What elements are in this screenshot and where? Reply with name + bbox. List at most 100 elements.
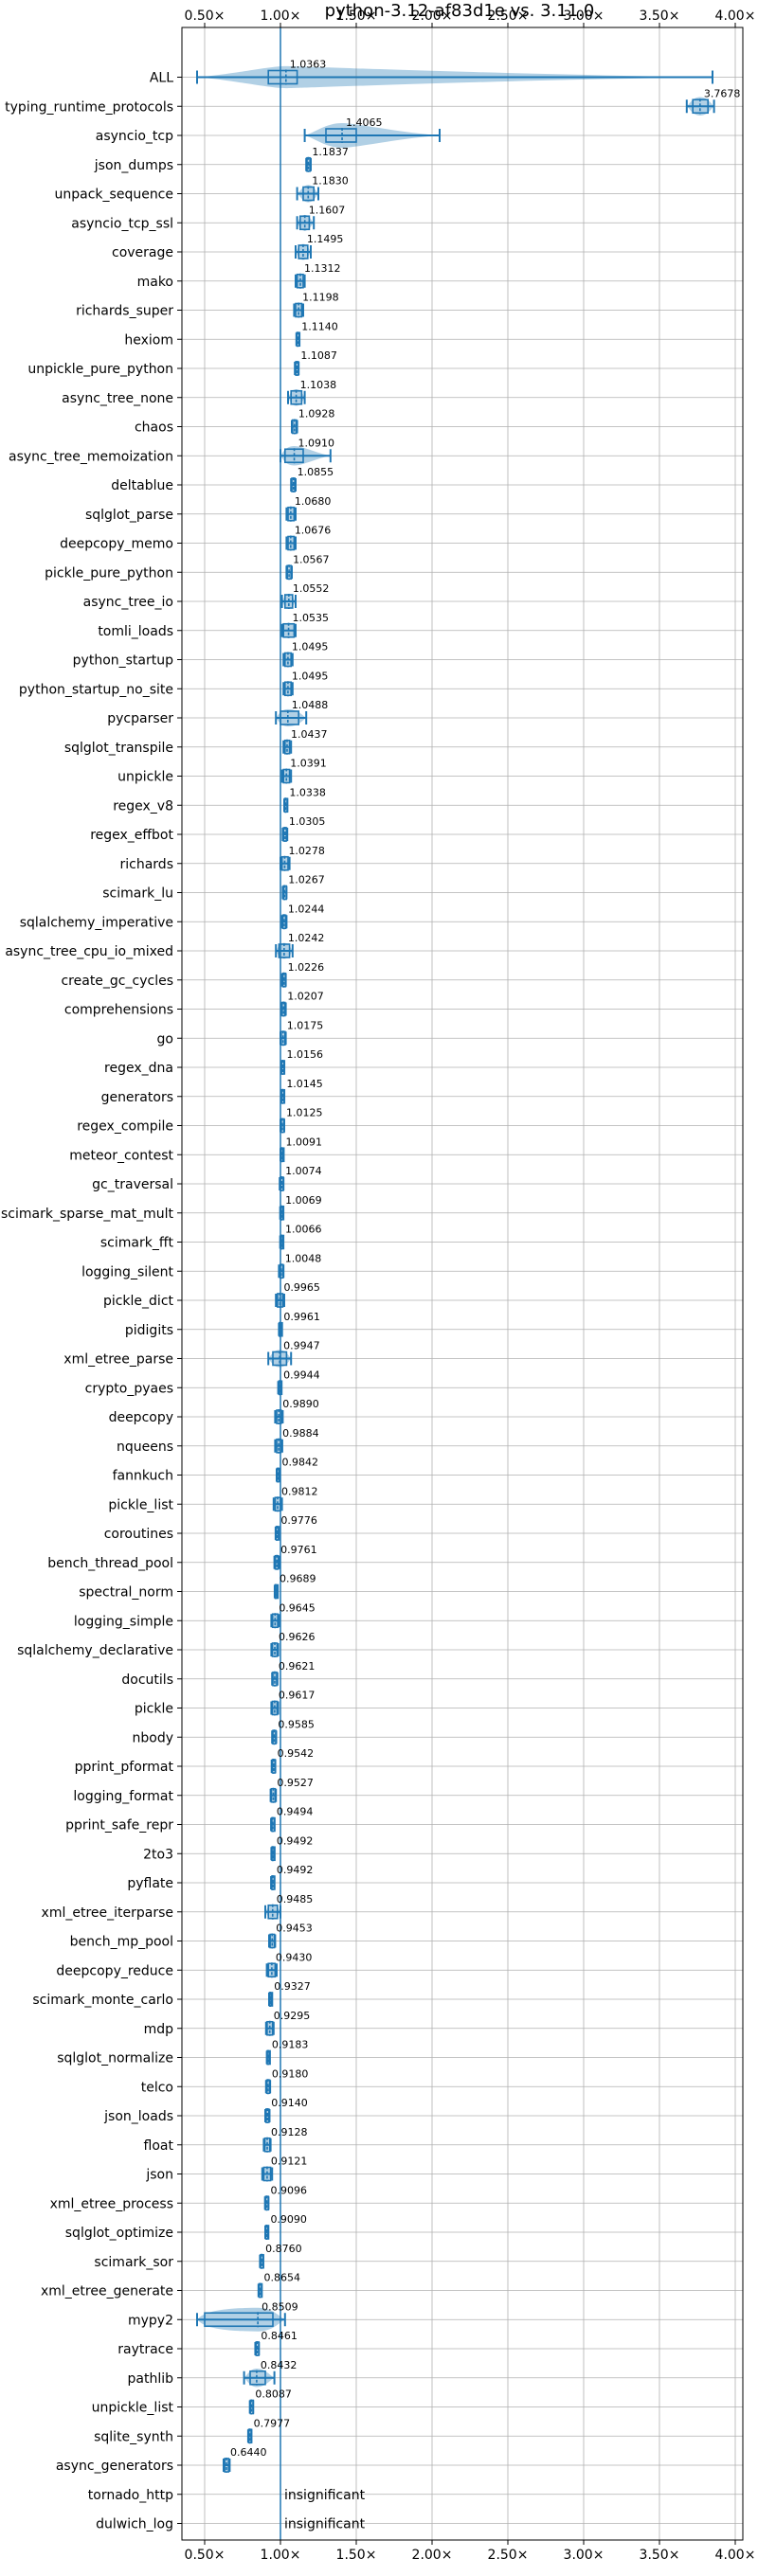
benchmark-label: xml_etree_parse bbox=[63, 1352, 173, 1368]
chart-title: python-3.12-af83d1e vs. 3.11.0 bbox=[325, 1, 595, 21]
value-label: 0.9812 bbox=[281, 1485, 318, 1497]
benchmark-label: async_tree_memoization bbox=[9, 449, 173, 464]
benchmark-label: meteor_contest bbox=[69, 1148, 173, 1163]
x-tick-label-top: 3.00× bbox=[564, 9, 605, 24]
benchmark-label: unpack_sequence bbox=[55, 188, 173, 203]
value-label: 0.9645 bbox=[279, 1601, 316, 1614]
insignificant-label: insignificant bbox=[284, 2517, 366, 2532]
benchmark-label: asyncio_tcp_ssl bbox=[71, 216, 173, 231]
value-label: 1.0244 bbox=[288, 903, 325, 915]
benchmark-label: unpickle_pure_python bbox=[27, 362, 173, 377]
benchmark-label: ALL bbox=[150, 71, 173, 86]
value-label: 1.1830 bbox=[312, 175, 349, 188]
x-tick-label-bottom: 1.50× bbox=[336, 2548, 377, 2563]
value-label: 0.9884 bbox=[282, 1427, 319, 1440]
benchmark-label: json_dumps bbox=[94, 158, 173, 173]
benchmark-label: python_startup_no_site bbox=[19, 682, 173, 697]
benchmark-label: spectral_norm bbox=[79, 1585, 173, 1601]
value-label: 0.9890 bbox=[282, 1398, 319, 1410]
value-label: 1.0437 bbox=[291, 728, 328, 741]
y-axis-labels: ALL typing_runtime_protocols asyncio_tcpjs… bbox=[1, 71, 182, 2532]
benchmark-label: mdp bbox=[144, 2022, 174, 2037]
benchmark-label: deepcopy_memo bbox=[60, 537, 173, 552]
value-label: 0.9689 bbox=[280, 1573, 316, 1585]
benchmark-label: mypy2 bbox=[128, 2313, 173, 2328]
value-label: 1.0242 bbox=[288, 932, 325, 944]
value-label: 1.0091 bbox=[285, 1136, 322, 1148]
benchmark-label: scimark_sor bbox=[94, 2255, 173, 2270]
benchmark-label: unpickle bbox=[117, 770, 173, 785]
benchmark-label: pickle_pure_python bbox=[45, 565, 173, 581]
x-tick-label-bottom: 2.00× bbox=[412, 2548, 453, 2563]
value-label: 1.0495 bbox=[292, 670, 329, 682]
benchmark-marks bbox=[196, 65, 715, 2473]
benchmark-label: logging_simple bbox=[74, 1614, 173, 1629]
value-label: 0.9965 bbox=[283, 1281, 320, 1294]
benchmark-label: deepcopy_reduce bbox=[56, 1963, 173, 1978]
value-label: 1.1312 bbox=[304, 262, 341, 275]
benchmark-label: fannkuch bbox=[113, 1469, 173, 1484]
x-tick-label-bottom: 3.00× bbox=[564, 2548, 605, 2563]
x-tick-label-bottom: 0.50× bbox=[185, 2548, 226, 2563]
benchmark-label: sqlglot_transpile bbox=[64, 741, 173, 756]
value-label: 0.9492 bbox=[277, 1864, 314, 1876]
benchmark-label: pycparser bbox=[107, 711, 173, 726]
value-label: 1.0074 bbox=[285, 1165, 322, 1177]
value-label: 1.0363 bbox=[290, 59, 327, 71]
x-tick-label-bottom: 2.50× bbox=[488, 2548, 529, 2563]
value-label: 1.0488 bbox=[292, 699, 329, 711]
value-label: 3.7678 bbox=[704, 87, 741, 99]
value-label: 1.0175 bbox=[287, 1019, 324, 1031]
benchmark-label: async_generators bbox=[56, 2459, 173, 2474]
value-label: 0.9776 bbox=[280, 1514, 317, 1527]
value-label: 0.8461 bbox=[261, 2330, 298, 2342]
quartile-box bbox=[249, 2370, 266, 2386]
value-label: 1.0066 bbox=[285, 1224, 322, 1236]
value-label: 0.9542 bbox=[278, 1747, 315, 1760]
benchmark-label: scimark_lu bbox=[102, 886, 173, 902]
benchmark-label: go bbox=[157, 1031, 173, 1046]
quartile-box bbox=[204, 2312, 274, 2328]
value-label: 1.1038 bbox=[300, 379, 337, 391]
value-label: 0.9128 bbox=[271, 2126, 308, 2138]
benchmark-label: logging_format bbox=[73, 1789, 173, 1804]
value-label: 0.9944 bbox=[283, 1368, 320, 1381]
benchmark-label: regex_v8 bbox=[113, 798, 173, 814]
value-label: 1.0391 bbox=[290, 758, 327, 770]
value-label: 1.0305 bbox=[289, 815, 326, 828]
benchmark-label: regex_compile bbox=[77, 1119, 173, 1135]
benchmark-label: xml_etree_process bbox=[50, 2196, 173, 2211]
benchmark-label: richards bbox=[120, 857, 174, 872]
value-label: 1.1837 bbox=[312, 146, 349, 158]
benchmark-label: pprint_pformat bbox=[75, 1760, 174, 1775]
value-label: 0.8432 bbox=[261, 2359, 298, 2371]
value-label: 1.0207 bbox=[287, 991, 324, 1003]
value-label: 0.9842 bbox=[281, 1457, 318, 1469]
benchmark-label: pickle_dict bbox=[103, 1294, 174, 1309]
value-label: 0.9121 bbox=[271, 2156, 308, 2168]
value-label: 1.0338 bbox=[289, 786, 326, 798]
value-label: 1.1087 bbox=[300, 349, 337, 362]
value-label: 1.0928 bbox=[298, 408, 335, 420]
value-label: 0.7977 bbox=[254, 2417, 291, 2429]
value-label: 0.8760 bbox=[265, 2243, 302, 2255]
benchmark-label: scimark_sparse_mat_mult bbox=[1, 1207, 173, 1222]
value-label: 1.1607 bbox=[309, 204, 346, 216]
value-label: 0.8087 bbox=[255, 2388, 292, 2401]
benchmark-label: tomli_loads bbox=[98, 624, 173, 639]
x-tick-label-top: 2.00× bbox=[412, 9, 453, 24]
benchmark-label: bench_thread_pool bbox=[47, 1556, 173, 1571]
benchmark-label: coverage bbox=[112, 245, 173, 260]
value-label: 0.9096 bbox=[271, 2184, 308, 2196]
benchmark-label: mako bbox=[137, 275, 173, 290]
benchmark-label: richards_super bbox=[76, 304, 173, 319]
benchmark-label: scimark_monte_carlo bbox=[32, 1993, 173, 2008]
benchmark-label: coroutines bbox=[104, 1527, 173, 1542]
value-label: 1.0125 bbox=[286, 1107, 323, 1119]
benchmark-label: gc_traversal bbox=[92, 1177, 173, 1192]
value-label: 0.9626 bbox=[279, 1631, 316, 1643]
x-tick-label-top: 4.00× bbox=[715, 9, 756, 24]
benchmark-label: xml_etree_generate bbox=[41, 2284, 173, 2299]
value-label: 1.1140 bbox=[301, 320, 338, 332]
value-label: 1.0267 bbox=[288, 874, 325, 886]
